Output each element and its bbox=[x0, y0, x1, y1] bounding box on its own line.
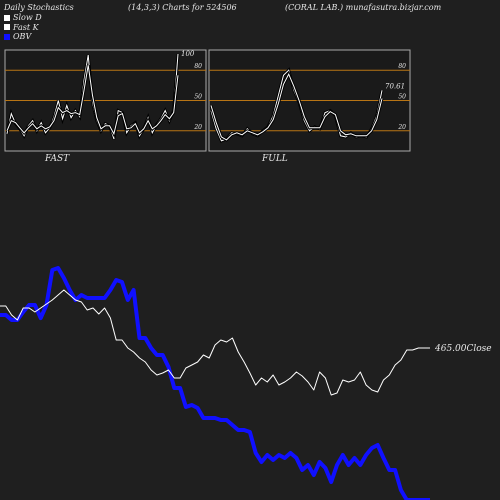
tick-label: 50 bbox=[194, 94, 202, 101]
legend-item-fast-k: Fast K bbox=[4, 23, 42, 33]
chart-params: (14,3,3) Charts for 524506 bbox=[128, 3, 237, 12]
legend-label: Slow D bbox=[13, 13, 42, 22]
chart-title: Daily Stochastics bbox=[4, 3, 74, 12]
tick-label: 50 bbox=[398, 94, 406, 101]
legend-label: Fast K bbox=[13, 22, 39, 32]
company-source: (CORAL LAB.) munafasutra.bizjar.com bbox=[285, 3, 442, 12]
legend-swatch bbox=[4, 24, 10, 31]
obv-line bbox=[0, 266, 430, 500]
end-value-label: 70.61 bbox=[385, 82, 405, 90]
close-line bbox=[0, 289, 430, 396]
legend: Slow D Fast K OBV bbox=[4, 13, 42, 42]
panel-label: FULL bbox=[261, 154, 288, 164]
tick-label: 20 bbox=[397, 124, 406, 131]
slow-d-line bbox=[6, 65, 179, 136]
end-value-label: 100 bbox=[181, 50, 195, 58]
tick-label: 80 bbox=[398, 63, 406, 70]
slow-d-line bbox=[210, 73, 383, 141]
legend-label: OBV bbox=[13, 32, 32, 41]
tick-label: 20 bbox=[193, 124, 202, 131]
legend-swatch bbox=[4, 14, 10, 21]
legend-swatch bbox=[4, 33, 10, 40]
panel-label: FAST bbox=[44, 154, 70, 164]
tick-label: 80 bbox=[194, 63, 202, 70]
close-value-label: 465.00Close bbox=[434, 344, 492, 354]
legend-item-obv: OBV bbox=[4, 32, 42, 42]
legend-item-slow-d: Slow D bbox=[4, 13, 42, 23]
